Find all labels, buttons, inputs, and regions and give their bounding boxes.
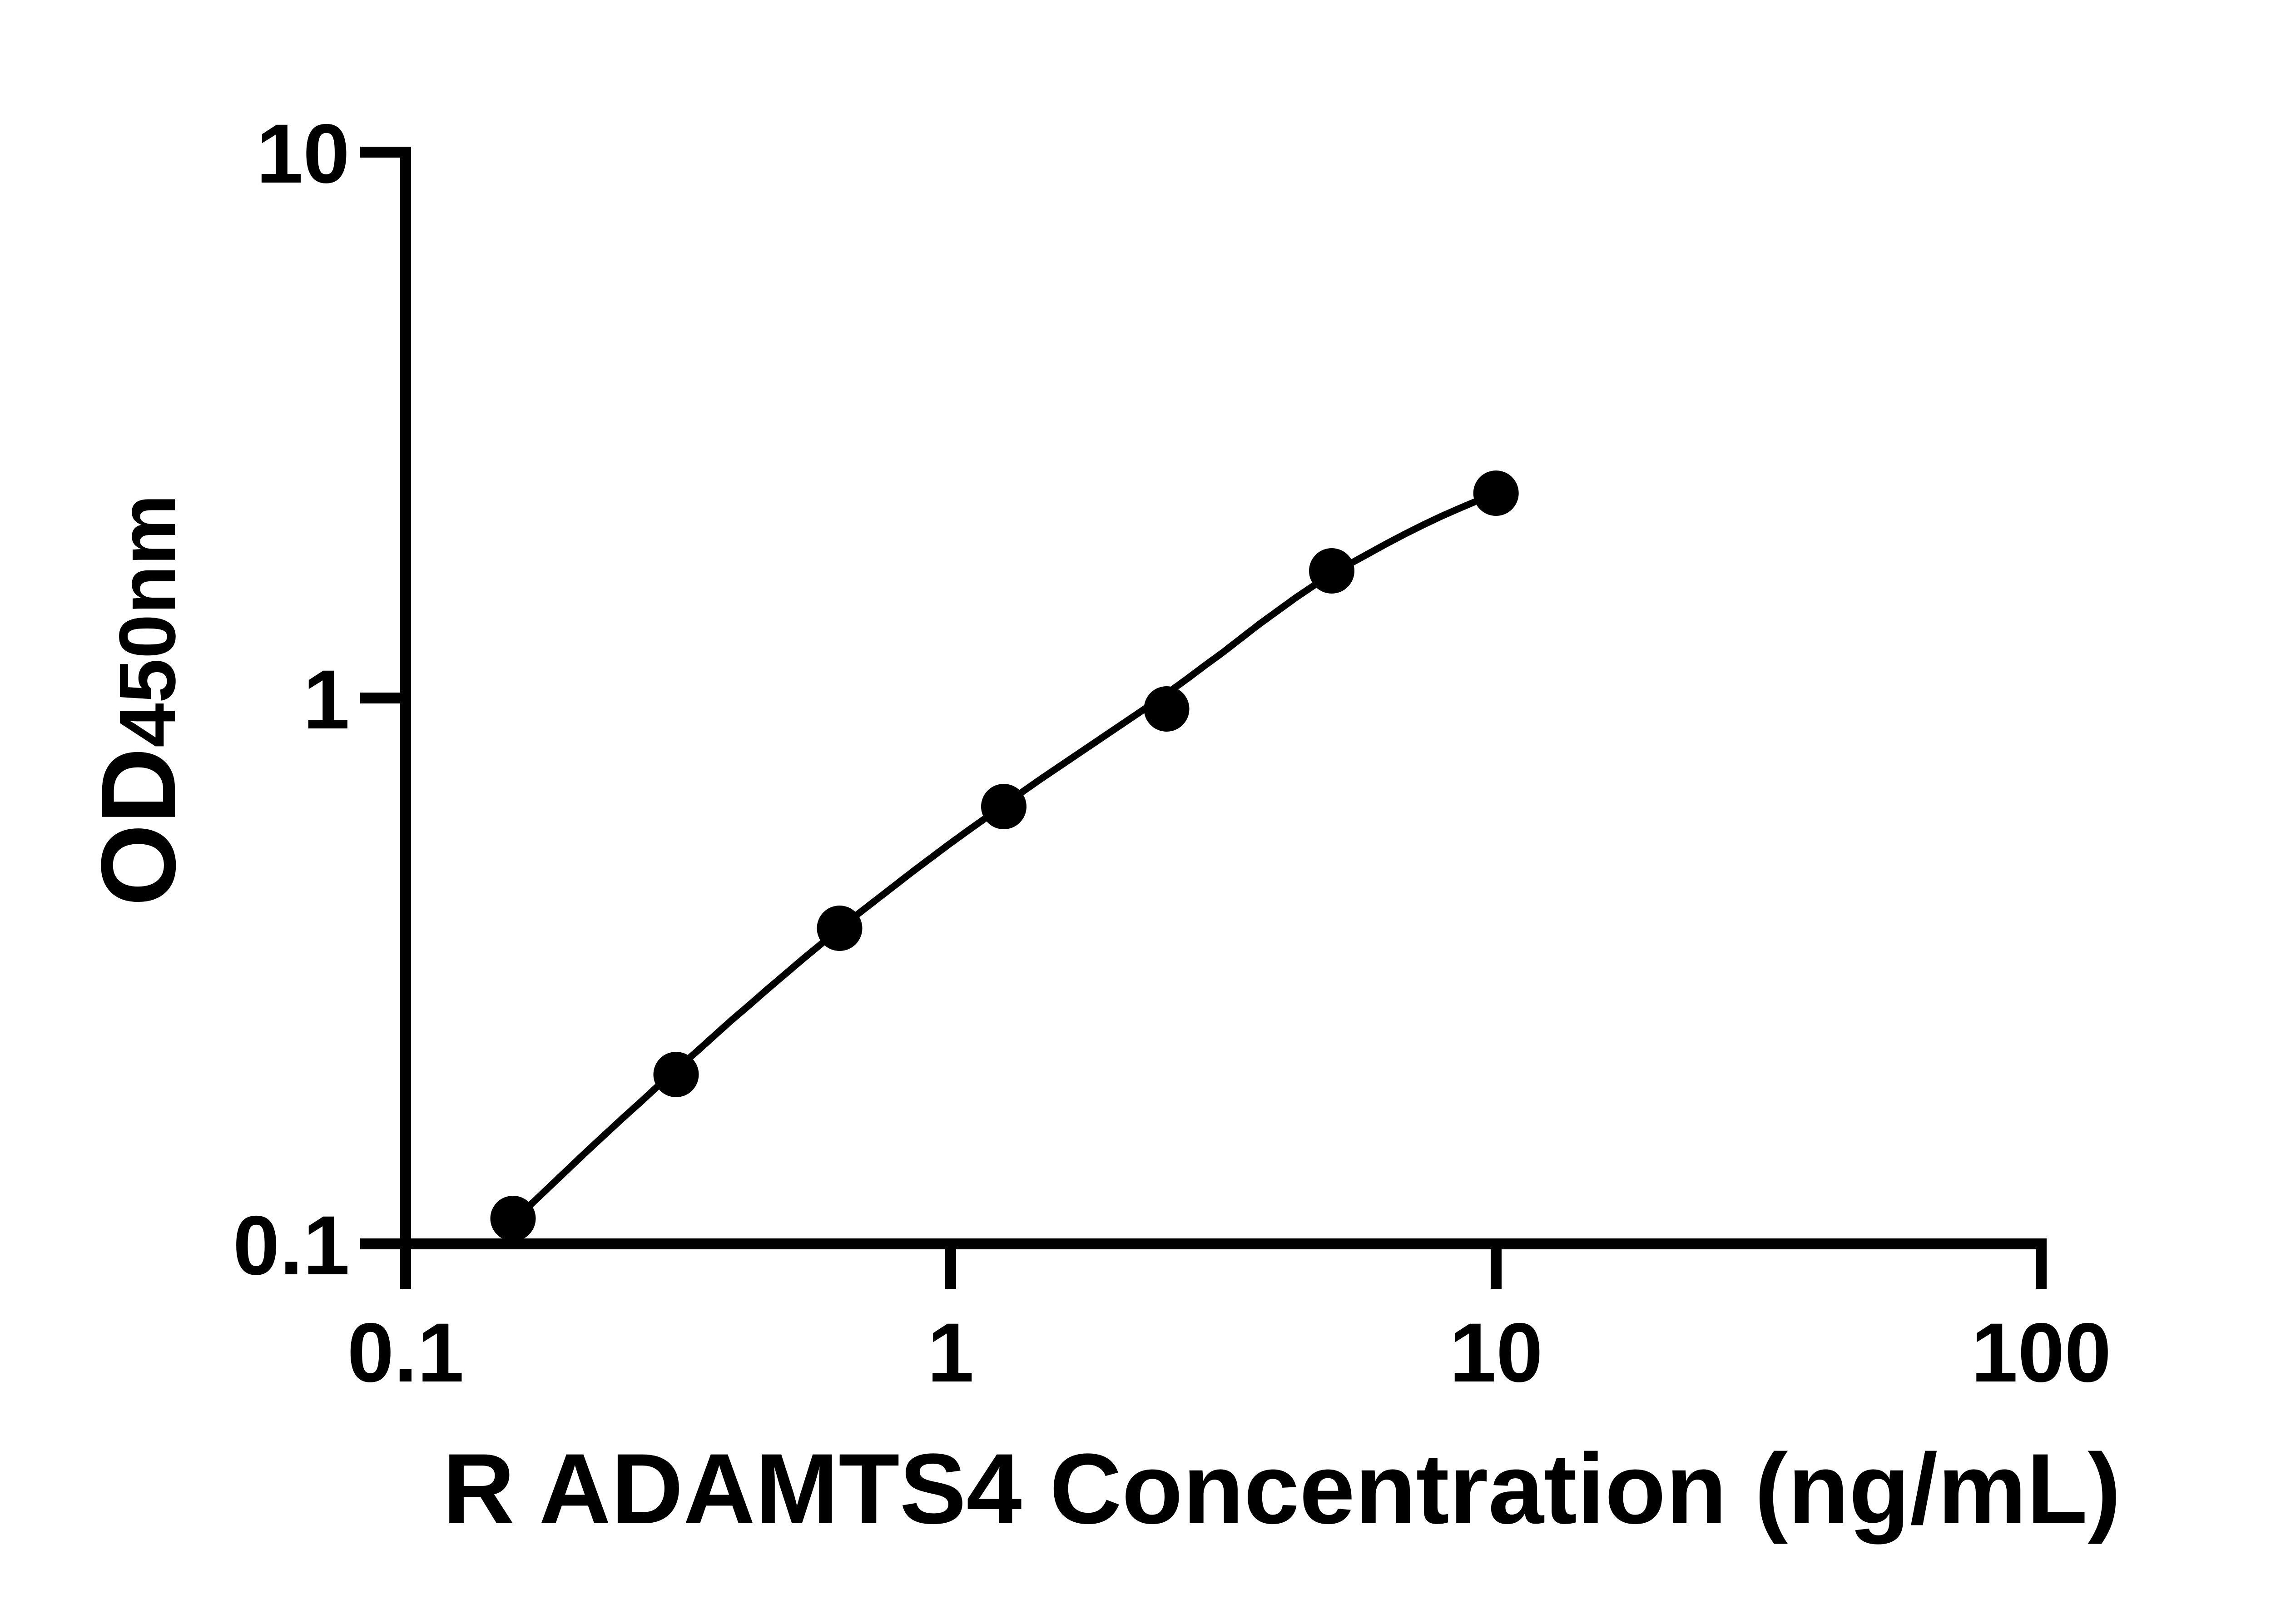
svg-text:100: 100	[1971, 1306, 2112, 1400]
svg-text:OD450nm: OD450nm	[79, 494, 198, 906]
svg-text:0.1: 0.1	[347, 1306, 464, 1400]
svg-text:1: 1	[927, 1306, 974, 1400]
svg-text:0.1: 0.1	[233, 1199, 350, 1292]
svg-text:1: 1	[303, 653, 350, 747]
svg-text:10: 10	[1449, 1306, 1543, 1400]
svg-text:10: 10	[256, 107, 350, 201]
svg-text:R ADAMTS4 Concentration (ng/mL: R ADAMTS4 Concentration (ng/mL)	[443, 1433, 2121, 1545]
